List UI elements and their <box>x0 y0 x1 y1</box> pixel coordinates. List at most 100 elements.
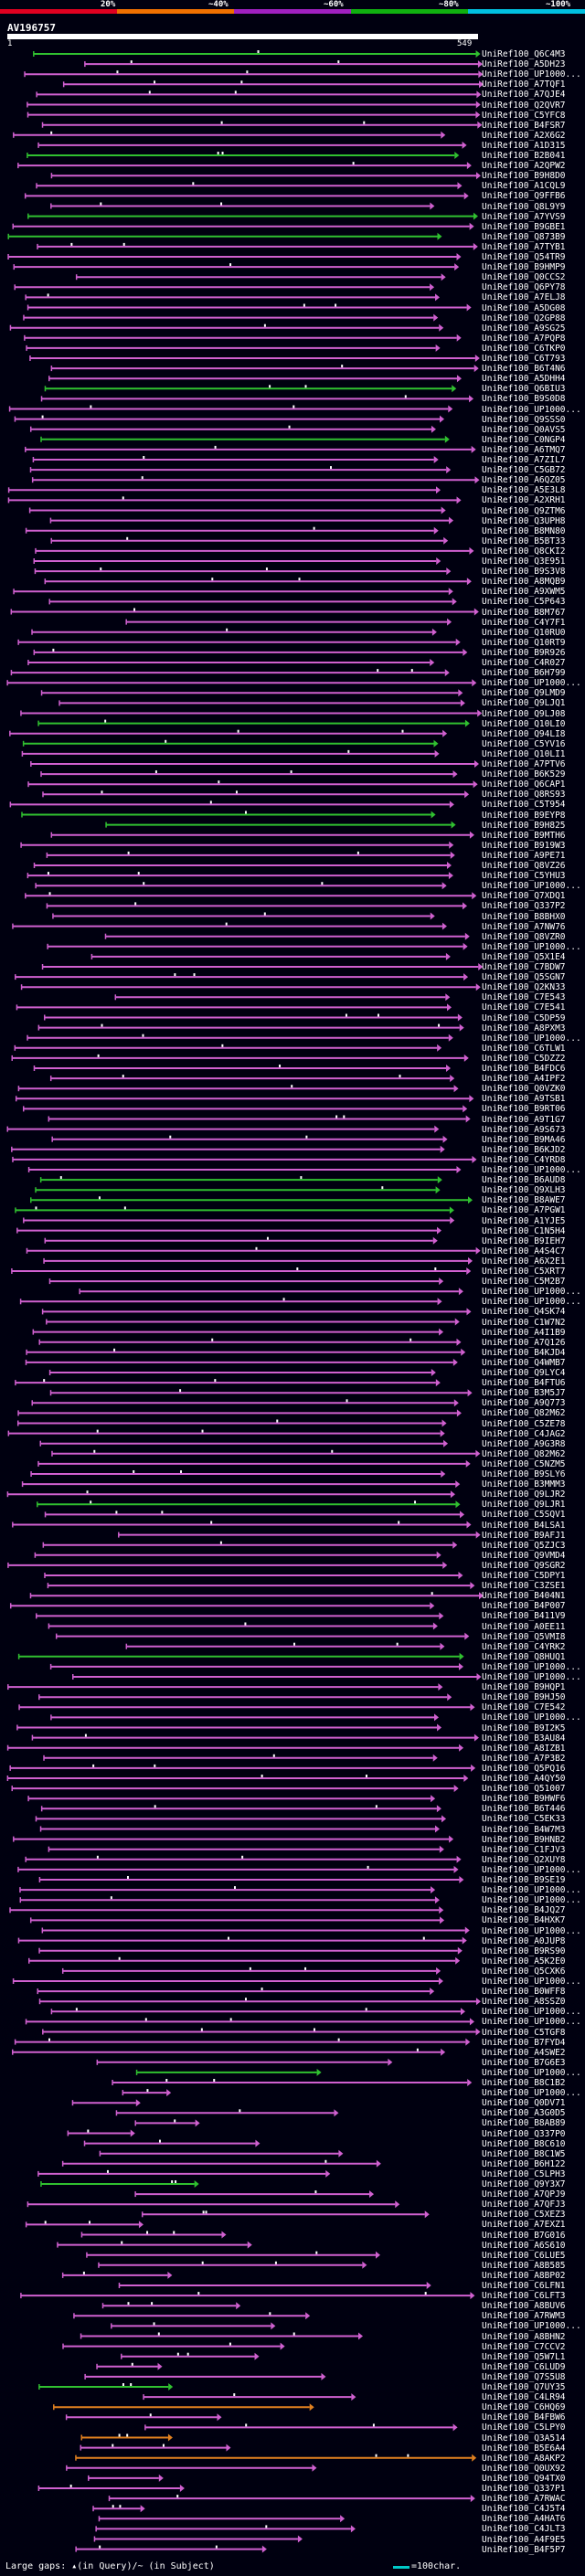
hit-row[interactable] <box>27 111 481 119</box>
hit-row[interactable] <box>104 932 470 940</box>
hit-row[interactable] <box>75 2545 267 2553</box>
hit-label[interactable]: UniRef100_Q3UPH8 <box>482 515 566 526</box>
hit-label[interactable]: UniRef100_B919W3 <box>482 840 566 851</box>
hit-label[interactable]: UniRef100_A9TSB1 <box>482 1094 566 1105</box>
hit-row[interactable] <box>40 1805 441 1813</box>
hit-row[interactable] <box>43 1013 463 1022</box>
hit-row[interactable] <box>62 80 484 89</box>
hit-row[interactable] <box>19 1886 436 1894</box>
hit-label[interactable]: UniRef100_C5DP59 <box>482 1012 566 1023</box>
hit-label[interactable]: UniRef100_UP1000... <box>482 69 581 80</box>
hit-row[interactable] <box>24 70 484 79</box>
hit-label[interactable]: UniRef100_A4HAT6 <box>482 2514 566 2525</box>
hit-label[interactable]: UniRef100_Q9SSS0 <box>482 414 566 425</box>
hit-label[interactable]: UniRef100_C5NZM5 <box>482 1458 566 1469</box>
hit-row[interactable] <box>25 1855 462 1863</box>
hit-row[interactable] <box>6 1125 440 1133</box>
hit-label[interactable]: UniRef100_Q8RS93 <box>482 790 566 800</box>
hit-row[interactable] <box>14 415 445 423</box>
hit-label[interactable]: UniRef100_Q873B9 <box>482 231 566 242</box>
hit-row[interactable] <box>20 841 454 849</box>
hit-label[interactable]: UniRef100_B8MN80 <box>482 525 566 536</box>
hit-label[interactable]: UniRef100_UP1000... <box>482 678 581 689</box>
hit-label[interactable]: UniRef100_UP1000... <box>482 1661 581 1672</box>
hit-label[interactable]: UniRef100_A8SSZ0 <box>482 1997 566 2008</box>
hit-row[interactable] <box>47 1582 475 1590</box>
hit-label[interactable]: UniRef100_C4JLT3 <box>482 2524 566 2535</box>
hit-row[interactable] <box>50 536 449 545</box>
hit-row[interactable] <box>114 993 451 1002</box>
hit-label[interactable]: UniRef100_B6H799 <box>482 668 566 679</box>
hit-label[interactable]: UniRef100_B9MA46 <box>482 1134 566 1145</box>
hit-row[interactable] <box>44 578 472 586</box>
hit-row[interactable] <box>40 689 463 697</box>
hit-row[interactable] <box>31 628 437 636</box>
hit-label[interactable]: UniRef100_A1YJE5 <box>482 1215 566 1226</box>
hit-label[interactable]: UniRef100_C6T793 <box>482 354 566 364</box>
hit-row[interactable] <box>12 1521 472 1529</box>
hit-label[interactable]: UniRef100_B4F5P7 <box>482 2544 566 2555</box>
hit-label[interactable]: UniRef100_B9AFJ1 <box>482 1530 566 1541</box>
hit-label[interactable]: UniRef100_A7ZIL7 <box>482 455 566 465</box>
hit-label[interactable]: UniRef100_B9GBE1 <box>482 221 566 232</box>
hit-label[interactable]: UniRef100_A3G0D5 <box>482 2108 566 2119</box>
hit-label[interactable]: UniRef100_B6H122 <box>482 2158 566 2169</box>
hit-row[interactable] <box>50 1713 440 1722</box>
hit-row[interactable] <box>8 405 453 413</box>
hit-row[interactable] <box>12 1155 477 1163</box>
hit-label[interactable]: UniRef100_B9MTH6 <box>482 830 566 841</box>
hit-label[interactable]: UniRef100_Q7UY35 <box>482 2382 566 2392</box>
hit-label[interactable]: UniRef100_UP1000... <box>482 1895 581 1906</box>
hit-row[interactable] <box>134 2190 375 2199</box>
hit-label[interactable]: UniRef100_Q9Y3X7 <box>482 2179 566 2189</box>
hit-label[interactable]: UniRef100_A6QZ05 <box>482 475 566 486</box>
hit-label[interactable]: UniRef100_UP1000... <box>482 941 581 952</box>
hit-label[interactable]: UniRef100_A5K2E0 <box>482 1956 566 1966</box>
hit-label[interactable]: UniRef100_UP1000... <box>482 1885 581 1896</box>
hit-row[interactable] <box>26 1246 481 1255</box>
hit-row[interactable] <box>36 90 482 99</box>
hit-row[interactable] <box>31 1399 459 1407</box>
hit-row[interactable] <box>17 1409 462 1417</box>
hit-row[interactable] <box>44 1511 465 1519</box>
hit-row[interactable] <box>6 1775 469 1782</box>
hit-label[interactable]: UniRef100_A5DHH4 <box>482 374 566 385</box>
hit-label[interactable]: UniRef100_C1W7N2 <box>482 1317 566 1328</box>
hit-label[interactable]: UniRef100_C5DZZ2 <box>482 1053 566 1064</box>
hit-row[interactable] <box>33 50 481 58</box>
hit-row[interactable] <box>61 1966 441 1975</box>
hit-row[interactable] <box>98 2261 367 2269</box>
hit-row[interactable] <box>92 2505 145 2513</box>
hit-label[interactable]: UniRef100_Q9LJ08 <box>482 708 566 719</box>
hit-label[interactable]: UniRef100_Q9SGR2 <box>482 1560 566 1571</box>
hit-row[interactable] <box>80 2332 364 2340</box>
hit-label[interactable]: UniRef100_UP1000... <box>482 1864 581 1875</box>
hit-row[interactable] <box>40 770 458 779</box>
hit-row[interactable] <box>27 659 435 666</box>
hit-row[interactable] <box>29 1592 484 1600</box>
hit-label[interactable]: UniRef100_Q2XUY8 <box>482 1854 566 1865</box>
hit-label[interactable]: UniRef100_C4LR94 <box>482 2392 566 2403</box>
hit-row[interactable] <box>41 1926 470 1935</box>
hit-row[interactable] <box>44 1572 463 1579</box>
hit-label[interactable]: UniRef100_B5E6A4 <box>482 2443 566 2454</box>
hit-label[interactable]: UniRef100_C7E543 <box>482 992 566 1003</box>
hit-row[interactable] <box>17 638 461 646</box>
hit-label[interactable]: UniRef100_Q2KN33 <box>482 982 566 993</box>
hit-row[interactable] <box>13 263 460 271</box>
hit-row[interactable] <box>17 1936 467 1945</box>
hit-label[interactable]: UniRef100_A7EXZ1 <box>482 2220 566 2231</box>
hit-label[interactable]: UniRef100_UP1000... <box>482 1287 581 1298</box>
hit-row[interactable] <box>41 121 483 129</box>
hit-label[interactable]: UniRef100_A5DG08 <box>482 302 566 313</box>
hit-label[interactable]: UniRef100_Q10LI1 <box>482 748 566 759</box>
hit-label[interactable]: UniRef100_B9HWF6 <box>482 1794 566 1805</box>
hit-row[interactable] <box>37 1500 461 1509</box>
hit-row[interactable] <box>80 2231 227 2239</box>
hit-label[interactable]: UniRef100_B9H8D0 <box>482 171 566 182</box>
hit-row[interactable] <box>27 212 478 220</box>
hit-label[interactable]: UniRef100_Q9ZTM6 <box>482 505 566 516</box>
hit-label[interactable]: UniRef100_Q4WMB7 <box>482 1357 566 1368</box>
hit-label[interactable]: UniRef100_A6TMQ7 <box>482 444 566 455</box>
hit-label[interactable]: UniRef100_A9T1G7 <box>482 1114 566 1125</box>
